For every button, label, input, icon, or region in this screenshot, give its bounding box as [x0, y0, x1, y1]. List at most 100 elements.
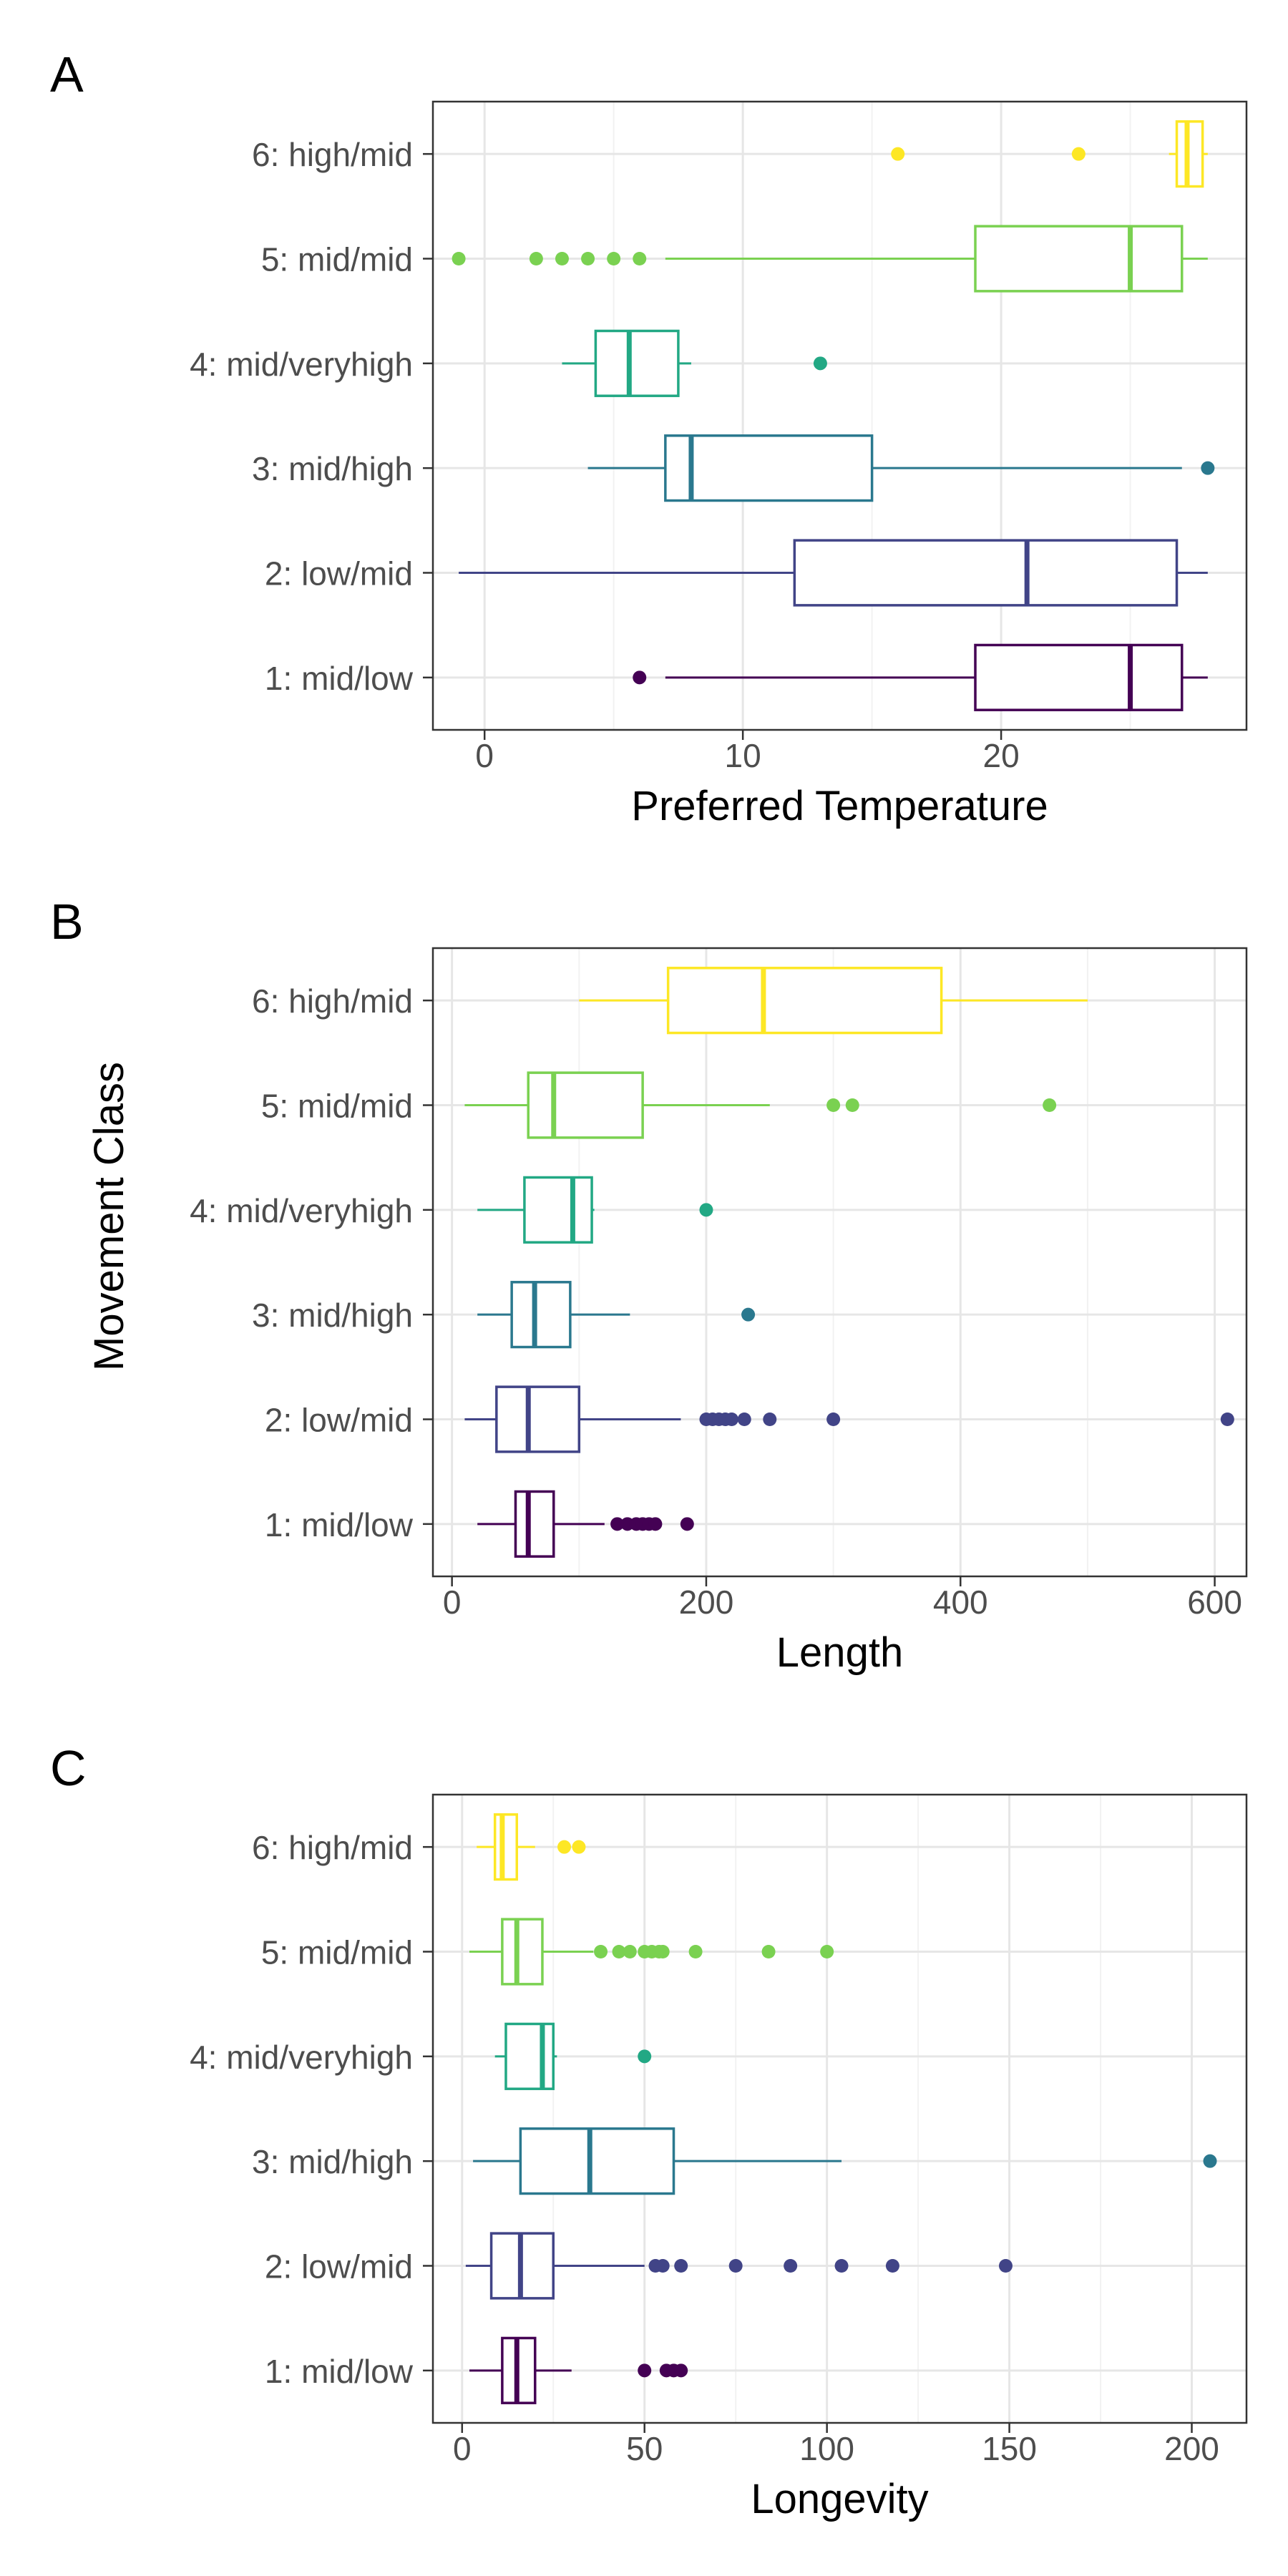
boxplot-5-mid-mid-c: [469, 1918, 834, 1986]
boxplot-3-mid-high-c: [473, 2127, 1217, 2195]
y-tick-label: 5: mid/mid: [261, 1088, 413, 1125]
panel-b: B 1: mid/low 2: low/mid 3: mid/high 4: mid/…: [50, 894, 1248, 1676]
box: [519, 2127, 675, 2195]
y-tick-label: 2: low/mid: [265, 1402, 413, 1439]
boxplot-5-mid-mid-b: [464, 1071, 1057, 1139]
y-tick-label: 4: mid/veryhigh: [190, 346, 413, 383]
boxplot-6-high-mid-c: [477, 1813, 586, 1881]
plot-frame-b: [431, 947, 1248, 1578]
outlier-point: [633, 252, 647, 265]
x-axis-title-a: Preferred Temperature: [631, 783, 1048, 829]
outlier-point: [826, 1413, 841, 1426]
boxplot-1-mid-low-a: [633, 643, 1208, 711]
outlier-point: [688, 1945, 703, 1958]
outlier-point: [594, 1945, 608, 1958]
box: [793, 539, 1179, 607]
y-tick-label: 3: mid/high: [252, 1297, 413, 1334]
x-tick-labels-a: 0 10 20: [475, 730, 1020, 774]
outlier-point: [763, 1413, 777, 1426]
panel-label-b: B: [50, 894, 84, 950]
y-tick-label: 3: mid/high: [252, 2143, 413, 2180]
y-tick-label: 4: mid/veryhigh: [190, 2039, 413, 2076]
box: [594, 329, 680, 397]
outlier-point: [813, 356, 827, 371]
outlier-point: [885, 2259, 899, 2273]
boxplot-2-low-mid-c: [465, 2232, 1013, 2300]
outlier-point: [557, 1840, 572, 1854]
y-tick-labels-b: 1: mid/low 2: low/mid 3: mid/high 4: mid/ve…: [190, 982, 433, 1543]
boxplot-6-high-mid-a: [891, 120, 1208, 188]
x-tick-label: 50: [626, 2430, 663, 2467]
x-tick-labels-c: 0 50 100 150 200: [453, 2423, 1219, 2467]
box: [501, 1918, 544, 1986]
box: [974, 225, 1184, 293]
outlier-point: [452, 252, 466, 265]
plot-frame-a: [431, 100, 1248, 731]
y-tick-label: 1: mid/low: [265, 660, 414, 697]
outlier-point: [612, 1945, 626, 1958]
outlier-point: [633, 670, 647, 685]
outlier-point: [699, 1203, 713, 1217]
outlier-point: [724, 1413, 738, 1426]
x-tick-label: 200: [679, 1584, 734, 1621]
outlier-point: [1071, 147, 1085, 161]
y-tick-label: 2: low/mid: [265, 555, 413, 592]
outlier-point: [529, 252, 543, 265]
outlier-point: [674, 2363, 688, 2378]
x-tick-label: 0: [453, 2430, 472, 2467]
x-tick-label: 100: [799, 2430, 854, 2467]
box: [664, 434, 874, 502]
outlier-point: [655, 2259, 670, 2273]
boxplot-4-mid-veryhigh-c: [494, 2022, 652, 2090]
outlier-point: [655, 1945, 670, 1958]
outlier-point: [555, 252, 569, 265]
outlier-point: [834, 2259, 849, 2273]
boxplot-3-mid-high-a: [587, 434, 1215, 502]
outlier-point: [572, 1840, 586, 1854]
box: [527, 1071, 644, 1139]
y-tick-labels-c: 1: mid/low 2: low/mid 3: mid/high 4: mid/ve…: [190, 1829, 433, 2390]
outlier-point: [998, 2259, 1013, 2273]
box: [493, 1813, 519, 1881]
outlier-point: [581, 252, 595, 265]
boxplot-6-high-mid-b: [579, 967, 1088, 1035]
outlier-point: [741, 1307, 756, 1322]
outlier-point: [784, 2259, 798, 2273]
outlier-point: [1203, 2154, 1217, 2168]
boxplot-2-low-mid-b: [464, 1385, 1234, 1453]
outlier-point: [623, 1945, 637, 1958]
x-tick-label: 150: [982, 2430, 1037, 2467]
outlier-point: [638, 2363, 652, 2378]
outlier-point: [680, 1517, 694, 1531]
box: [495, 1385, 581, 1453]
boxplot-1-mid-low-c: [469, 2336, 688, 2404]
x-tick-label: 400: [933, 1584, 988, 1621]
box: [523, 1176, 593, 1244]
panel-label-c: C: [50, 1740, 87, 1796]
y-tick-label: 4: mid/veryhigh: [190, 1192, 413, 1229]
panel-label-a: A: [50, 47, 84, 102]
y-axis-title: Movement Class: [86, 1062, 132, 1371]
boxplot-3-mid-high-b: [477, 1281, 756, 1349]
outlier-point: [820, 1945, 834, 1958]
y-tick-label: 2: low/mid: [265, 2248, 413, 2285]
box: [974, 643, 1184, 711]
y-tick-label: 6: high/mid: [252, 982, 413, 1020]
outlier-point: [1220, 1413, 1234, 1426]
y-tick-label: 1: mid/low: [265, 1506, 414, 1543]
x-tick-label: 200: [1164, 2430, 1219, 2467]
plot-frame-c: [431, 1793, 1248, 2424]
outlier-point: [737, 1413, 751, 1426]
outlier-point: [638, 2049, 652, 2064]
y-tick-label: 5: mid/mid: [261, 1934, 413, 1971]
outlier-point: [610, 1517, 625, 1531]
x-tick-label: 600: [1187, 1584, 1242, 1621]
boxplot-5-mid-mid-a: [452, 225, 1208, 293]
box: [510, 1281, 572, 1349]
outlier-point: [1043, 1098, 1057, 1112]
boxplot-1-mid-low-b: [477, 1490, 694, 1558]
outlier-point: [674, 2259, 688, 2273]
x-tick-label: 20: [983, 737, 1020, 774]
outlier-point: [1201, 461, 1215, 475]
